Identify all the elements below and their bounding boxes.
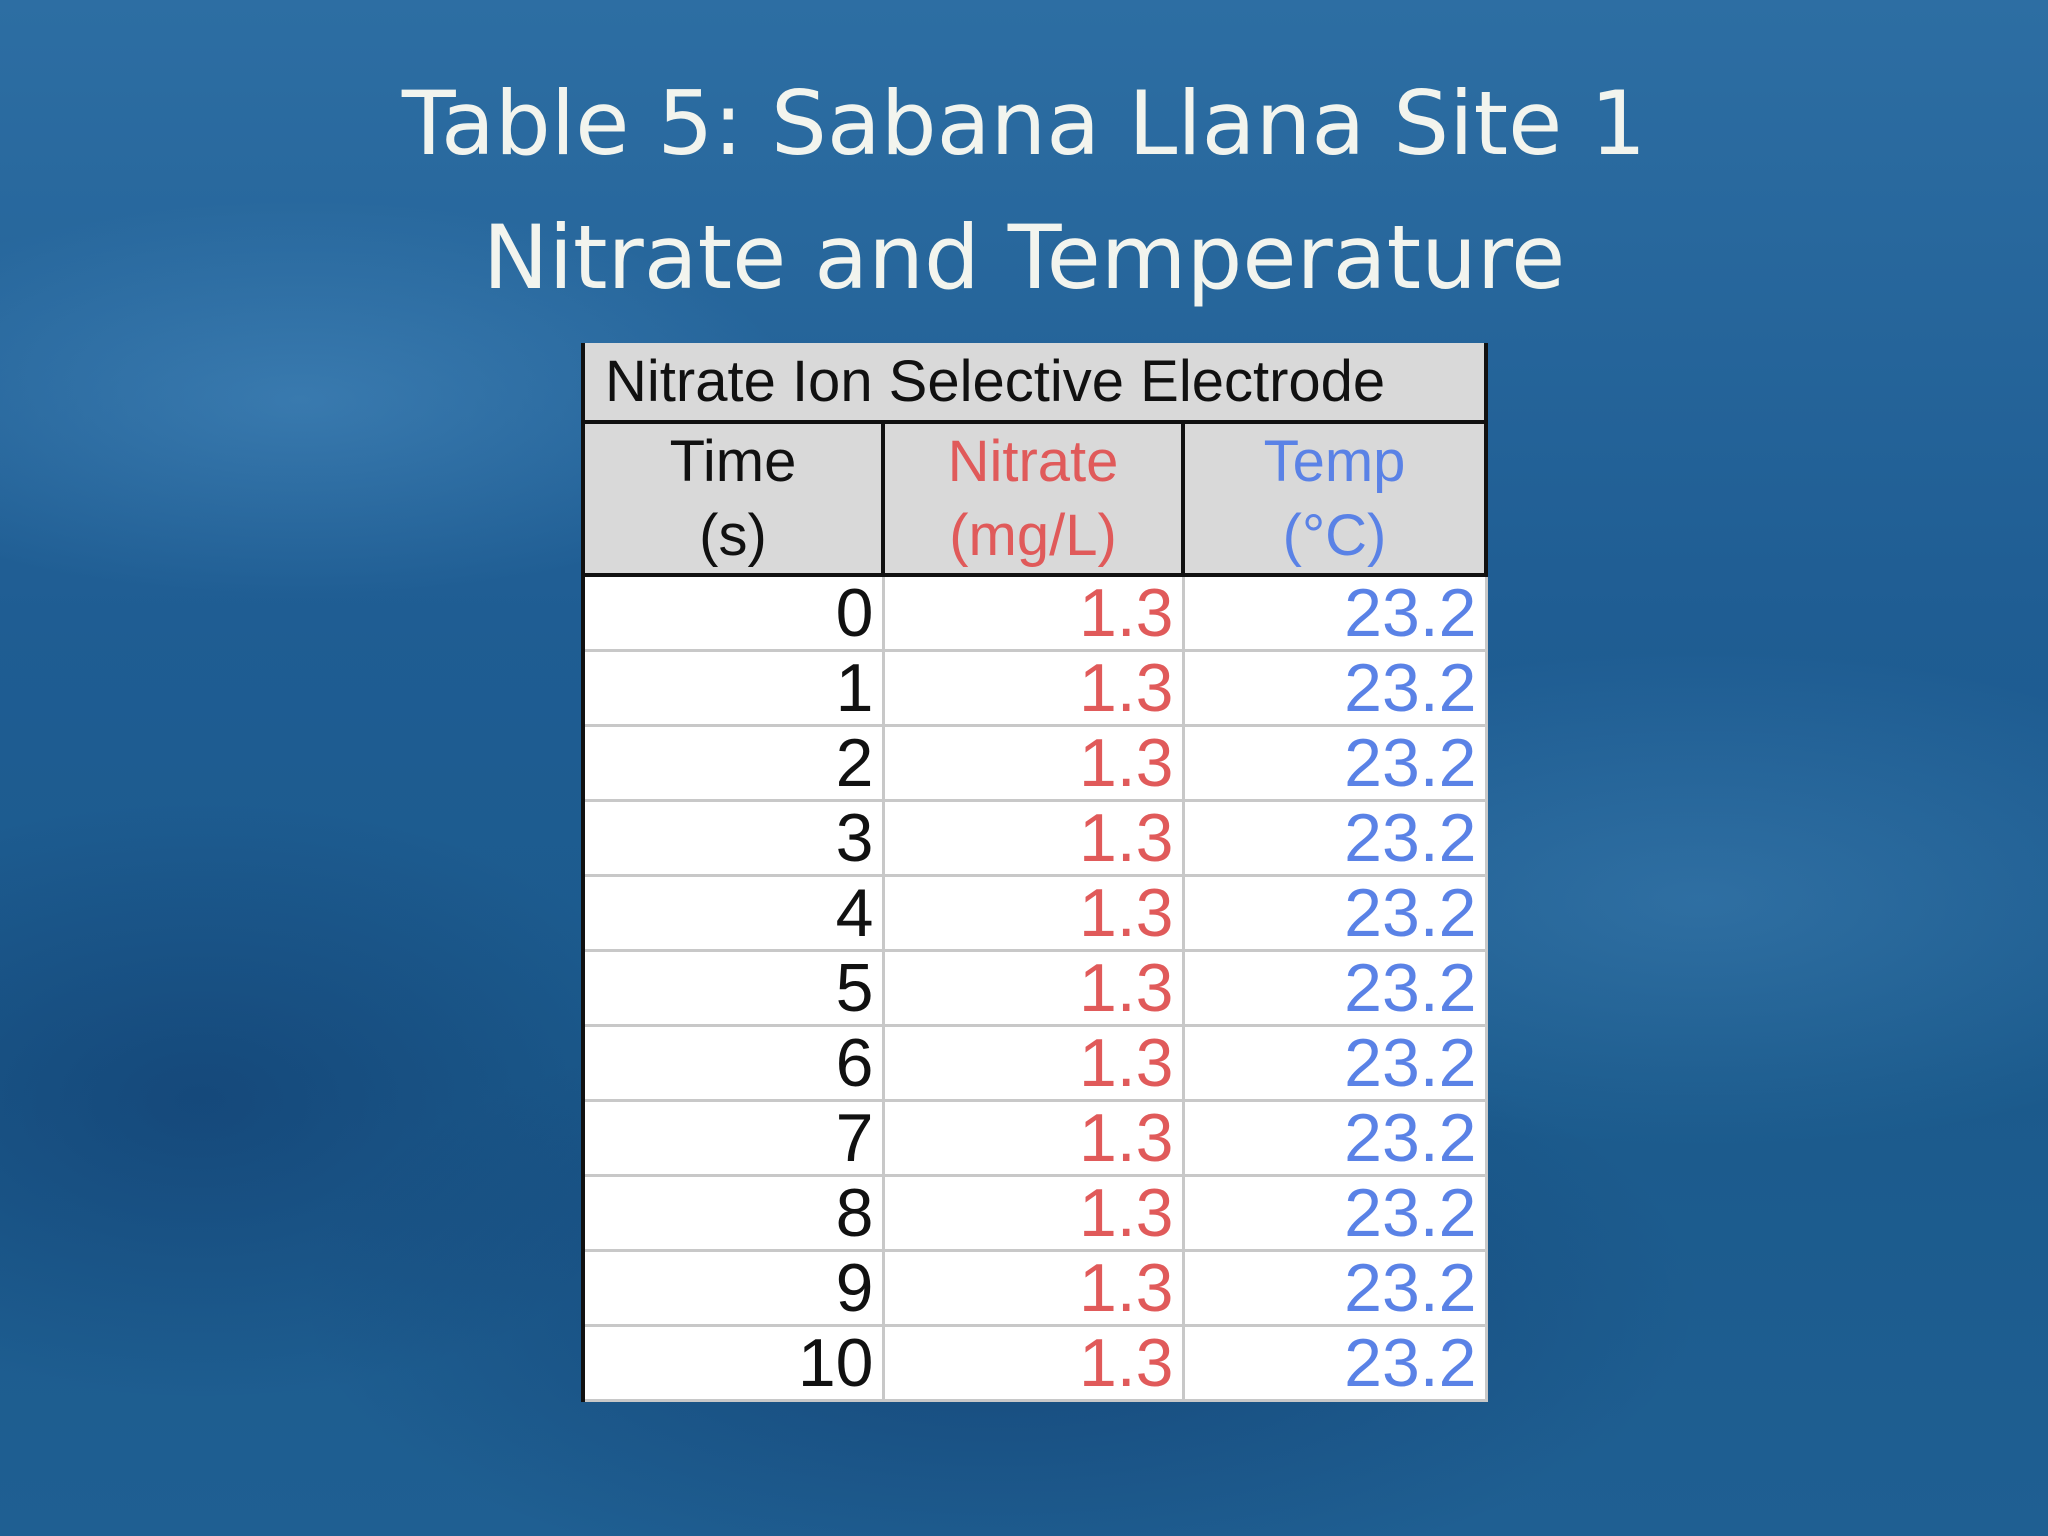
table-cell: 23.2 (1183, 1100, 1488, 1177)
table-cell: 6 (583, 1025, 885, 1102)
table-cell: 23.2 (1183, 800, 1488, 877)
table-row: 9 1.3 23.2 (583, 1250, 1488, 1327)
table-row: 2 1.3 23.2 (583, 725, 1488, 802)
table-cell: 1.3 (883, 950, 1185, 1027)
table-row: 1 1.3 23.2 (583, 650, 1488, 727)
table-row: 3 1.3 23.2 (583, 800, 1488, 877)
table-cell: 23.2 (1183, 1025, 1488, 1102)
table-cell: 23.2 (1183, 650, 1488, 727)
table-cell: 23.2 (1183, 1250, 1488, 1327)
column-header: Time (s) (583, 422, 885, 577)
header-line: Nitrate (947, 428, 1119, 494)
table-cell: 23.2 (1183, 725, 1488, 802)
table-cell: 23.2 (1183, 1175, 1488, 1252)
title: Table 5: Sabana Llana Site 1 (401, 72, 1647, 175)
title: Nitrate and Temperature (482, 206, 1566, 309)
table-cell: 7 (583, 1100, 885, 1177)
table-cell: 1.3 (883, 1175, 1185, 1252)
table-cell: 23.2 (1183, 875, 1488, 952)
table-row: 6 1.3 23.2 (583, 1025, 1488, 1102)
table-cell: 1.3 (883, 650, 1185, 727)
table-cell: 1.3 (883, 800, 1185, 877)
table-cell: 9 (583, 1250, 885, 1327)
table-cell: 23.2 (1183, 950, 1488, 1027)
table-cell: 23.2 (1183, 575, 1488, 652)
table-cell: 23.2 (1183, 1325, 1488, 1402)
column-header: Temp (°C) (1183, 422, 1489, 577)
header-line: Temp (1263, 428, 1406, 494)
header-line: (mg/L) (949, 502, 1117, 568)
header-line: (°C) (1282, 502, 1387, 568)
data-table: Nitrate Ion Selective Electrode Time (s) N… (581, 343, 1489, 1402)
table-cell: 10 (583, 1325, 885, 1402)
table-cell: 4 (583, 875, 885, 952)
table-row: 4 1.3 23.2 (583, 875, 1488, 952)
header-line: Time (669, 428, 797, 494)
table-cell: 5 (583, 950, 885, 1027)
header-line: (s) (699, 502, 767, 568)
table-cell: 8 (583, 1175, 885, 1252)
table-cell: 1.3 (883, 1100, 1185, 1177)
table-row: 10 1.3 23.2 (583, 1325, 1488, 1402)
column-header: Nitrate (mg/L) (883, 422, 1185, 577)
table-cell: 1.3 (883, 1325, 1185, 1402)
table-row: 8 1.3 23.2 (583, 1175, 1488, 1252)
table-row: 7 1.3 23.2 (583, 1100, 1488, 1177)
table-row: 5 1.3 23.2 (583, 950, 1488, 1027)
table-cell: 1.3 (883, 875, 1185, 952)
table-cell: 0 (583, 575, 885, 652)
table-cell: 1.3 (883, 1250, 1185, 1327)
table-cell: 2 (583, 725, 885, 802)
table-cell: 3 (583, 800, 885, 877)
table-row: 0 1.3 23.2 (583, 575, 1488, 652)
table-cell: 1.3 (883, 725, 1185, 802)
table-caption: Nitrate Ion Selective Electrode (583, 343, 1489, 424)
table-cell: 1 (583, 650, 885, 727)
table-cell: 1.3 (883, 575, 1185, 652)
table-cell: 1.3 (883, 1025, 1185, 1102)
